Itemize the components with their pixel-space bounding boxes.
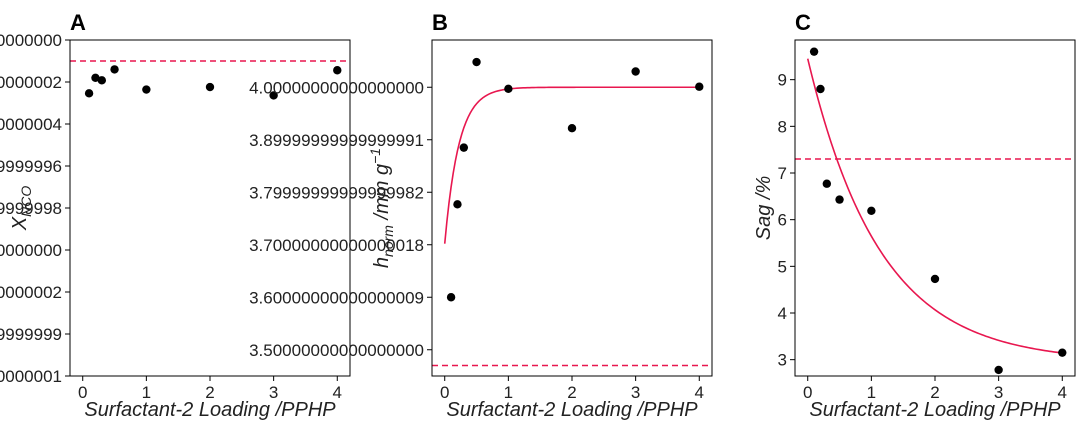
panel-c: C 0 1 2 3 4 3 4 5 6 7 8 9 Surfactant-2 Loading /PPH… — [753, 10, 1076, 421]
y-tick-label: 7 — [778, 164, 787, 183]
data-point — [631, 67, 640, 76]
y-axis-label-units: /mm g — [371, 164, 393, 225]
data-point — [504, 84, 513, 94]
y-axis-label: Sag /% — [753, 176, 775, 240]
y-tick-label: 0.40000000000000002 — [0, 283, 62, 302]
y-axis-label-subscript: norm — [380, 225, 396, 257]
y-tick-label: 3.70000000000000018 — [249, 236, 424, 255]
data-point — [809, 47, 819, 56]
x-tick-label: 3 — [631, 383, 640, 402]
x-axis-label: Surfactant-2 Loading /PPHP — [84, 399, 336, 421]
y-axis-label: hnorm /mm g−1 — [367, 148, 396, 268]
data-point — [446, 293, 456, 302]
y-tick-label: 0.90000000000000002 — [0, 73, 62, 92]
data-point — [459, 143, 469, 152]
panel-a-marks — [70, 60, 350, 100]
y-tick-label: 0.20000000000000001 — [0, 367, 62, 386]
y-axis-label-superscript: −1 — [367, 148, 383, 164]
data-point — [472, 57, 481, 67]
y-tick-label: 5 — [778, 257, 787, 276]
y-axis-label-main: X — [9, 216, 31, 231]
panel-letter: B — [432, 10, 448, 35]
x-tick-label: 1 — [504, 383, 513, 402]
x-tick-label: 0 — [803, 383, 812, 402]
y-tick-label: 6 — [778, 211, 787, 230]
y-tick-label: 0.69999999999999996 — [0, 157, 62, 176]
panel-b-marks — [432, 57, 712, 367]
y-tick-label: 3.50000000000000000 — [249, 341, 424, 360]
data-point — [205, 82, 215, 92]
data-point — [142, 85, 151, 94]
y-tick-label: 0.80000000000000004 — [0, 115, 62, 134]
x-tick-label: 4 — [695, 383, 704, 402]
y-tick-label: 0.59999999999999998 — [0, 199, 62, 218]
x-tick-label: 0 — [440, 383, 449, 402]
y-tick-label: 8 — [778, 117, 787, 136]
data-point — [84, 89, 94, 98]
y-tick-label: 0.29999999999999999 — [0, 325, 62, 344]
panel-letter: C — [795, 10, 811, 35]
x-tick-label: 3 — [994, 383, 1003, 402]
data-point — [695, 82, 704, 91]
x-tick-label: 1 — [867, 383, 876, 402]
panel-c-marks — [795, 47, 1075, 375]
data-point — [453, 200, 462, 209]
y-tick-label: 1.00000000000000000 — [0, 31, 62, 50]
y-tick-label: 3.60000000000000009 — [249, 288, 424, 307]
x-tick-label: 1 — [142, 383, 151, 402]
y-tick-label: 4 — [778, 304, 787, 323]
x-tick-label: 2 — [205, 383, 214, 402]
data-point — [567, 124, 577, 133]
y-tick-label: 0.50000000000000000 — [0, 241, 62, 260]
data-point — [1058, 348, 1067, 357]
x-tick-label: 0 — [78, 383, 87, 402]
x-tick-label: 2 — [930, 383, 939, 402]
data-point — [97, 76, 107, 85]
y-axis-label-main: h — [371, 257, 393, 268]
data-point — [91, 73, 100, 83]
y-tick-label: 3.89999999999999991 — [249, 131, 424, 150]
plot-frame — [431, 39, 713, 377]
axis-ticks: 0 1 2 3 4 0.20000000000000001 0.29999999999999… — [0, 31, 342, 402]
y-tick-label: 9 — [778, 71, 787, 90]
panel-a: A 0 1 2 3 4 0.20000000000000001 0.299999999999… — [0, 10, 351, 421]
data-point — [269, 91, 278, 100]
x-axis-label: Surfactant-2 Loading /PPHP — [446, 399, 698, 421]
data-point — [333, 66, 342, 75]
x-tick-label: 4 — [333, 383, 342, 402]
fit-curve — [443, 86, 700, 244]
data-point — [930, 274, 940, 284]
x-tick-label: 3 — [269, 383, 278, 402]
plot-frame — [794, 39, 1076, 377]
data-point — [994, 365, 1003, 375]
data-point — [867, 206, 876, 215]
data-point — [822, 179, 832, 188]
x-tick-label: 4 — [1058, 383, 1067, 402]
panel-b: B 0 1 2 3 4 3.50000000000000000 3.600000000000… — [249, 10, 713, 421]
axis-ticks: 0 1 2 3 4 3.50000000000000000 3.60000000000000… — [249, 78, 704, 402]
panel-letter: A — [70, 10, 86, 35]
y-tick-label: 3 — [778, 351, 787, 370]
y-tick-label: 4.00000000000000000 — [249, 78, 424, 97]
y-axis-label: XNCO — [9, 186, 34, 232]
data-point — [110, 65, 119, 74]
data-point — [816, 84, 825, 94]
y-tick-label: 3.79999999999999982 — [249, 183, 424, 202]
x-axis-label: Surfactant-2 Loading /PPHP — [809, 399, 1061, 421]
data-point — [835, 195, 844, 204]
axis-ticks: 0 1 2 3 4 3 4 5 6 7 8 9 — [778, 71, 1067, 402]
x-tick-label: 2 — [567, 383, 576, 402]
fit-curve — [806, 58, 1063, 354]
y-axis-label-subscript: NCO — [18, 186, 34, 217]
